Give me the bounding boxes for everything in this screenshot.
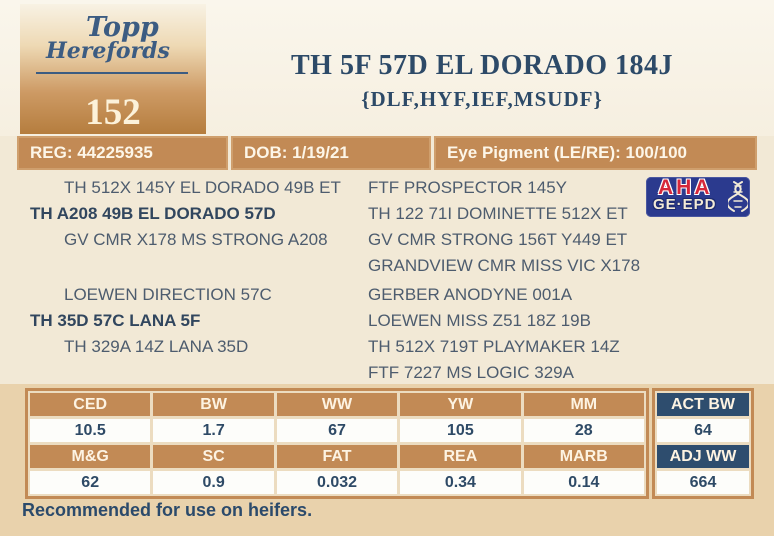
epd-value-fat: 0.032 — [276, 471, 398, 494]
lot-block: Topp Herefords 152 — [20, 4, 206, 134]
epd-header-marb: MARB — [523, 445, 644, 468]
pedigree-section: TH 512X 145Y EL DORADO 49B ET TH A208 49… — [0, 170, 774, 384]
pedigree-dam-sire: LOEWEN DIRECTION 57C — [64, 285, 272, 304]
recommendation-note: Recommended for use on heifers. — [22, 500, 313, 520]
epd-value-sc: 0.9 — [153, 471, 274, 494]
epd-header-yw: YW — [400, 393, 521, 416]
epd-value-yw: 105 — [400, 419, 521, 442]
trait-codes: {DLF,HYF,IEF,MSUDF} — [361, 87, 603, 111]
dna-helix-icon — [728, 181, 748, 212]
pedigree-extended-row: FTF 7227 MS LOGIC 329A — [368, 363, 574, 382]
adj-ww-header: ADJ WW — [657, 445, 749, 468]
pedigree-sire-sire: TH 512X 145Y EL DORADO 49B ET — [64, 178, 341, 197]
epd-value-bw: 1.7 — [153, 419, 274, 442]
info-bar: REG: 44225935 DOB: 1/19/21 Eye Pigment (… — [17, 136, 757, 170]
lot-number: 152 — [85, 92, 141, 133]
adj-ww-value: 664 — [657, 471, 749, 494]
pedigree-extended-row: FTF PROSPECTOR 145Y — [368, 178, 568, 197]
epd-value-ced: 10.5 — [30, 419, 151, 442]
pedigree-extended-row: GRANDVIEW CMR MISS VIC X178 — [368, 256, 641, 275]
pedigree-extended-row: TH 122 71I DOMINETTE 512X ET — [368, 204, 628, 223]
epd-value-mm: 28 — [523, 419, 644, 442]
topp-herefords-logo: Topp Herefords — [20, 12, 206, 76]
eye-pigment-field: Eye Pigment (LE/RE): 100/100 — [434, 136, 757, 170]
reg-field: REG: 44225935 — [17, 136, 228, 170]
epd-table: CED BW WW YW MM 10.5 1.7 67 105 28 M&G S… — [25, 388, 649, 499]
logo-text-herefords: Herefords — [46, 38, 170, 64]
epd-header-bw: BW — [153, 393, 274, 416]
aha-label: AHA — [658, 176, 713, 199]
pedigree-sire: TH A208 49B EL DORADO 57D — [30, 204, 276, 223]
logo-underline — [36, 72, 188, 74]
epd-section: CED BW WW YW MM 10.5 1.7 67 105 28 M&G S… — [0, 384, 774, 536]
pedigree-extended-row: GERBER ANODYNE 001A — [368, 285, 573, 304]
dob-field: DOB: 1/19/21 — [231, 136, 431, 170]
epd-header-ced: CED — [30, 393, 151, 416]
pedigree-dam: TH 35D 57C LANA 5F — [30, 311, 201, 330]
epd-value-ww: 67 — [276, 419, 398, 442]
pedigree-extended-row: TH 512X 719T PLAYMAKER 14Z — [368, 337, 620, 356]
epd-header-sc: SC — [153, 445, 274, 468]
epd-header-mg: M&G — [30, 445, 151, 468]
pedigree-extended-row: LOEWEN MISS Z51 18Z 19B — [368, 311, 591, 330]
epd-header-ww: WW — [276, 393, 398, 416]
actual-weights-box: ACT BW 64 ADJ WW 664 — [652, 388, 754, 499]
pedigree-extended-row: GV CMR STRONG 156T Y449 ET — [368, 230, 628, 249]
act-bw-value: 64 — [657, 419, 749, 442]
epd-header-fat: FAT — [276, 445, 398, 468]
pedigree-dam-dam: TH 329A 14Z LANA 35D — [64, 337, 249, 356]
ge-epd-label: GE·EPD — [653, 196, 717, 213]
header-section: Topp Herefords 152 TH 5F 57D EL DORADO 1… — [0, 0, 774, 136]
act-bw-header: ACT BW — [657, 393, 749, 416]
epd-value-mg: 62 — [30, 471, 151, 494]
epd-value-marb: 0.14 — [523, 471, 644, 494]
epd-header-rea: REA — [400, 445, 521, 468]
title-block: TH 5F 57D EL DORADO 184J {DLF,HYF,IEF,MS… — [206, 0, 758, 136]
pedigree-sire-dam: GV CMR X178 MS STRONG A208 — [64, 230, 328, 249]
logo-text-topp: Topp — [86, 12, 159, 43]
epd-header-mm: MM — [523, 393, 644, 416]
epd-value-rea: 0.34 — [400, 471, 521, 494]
aha-ge-epd-badge: AHA GE·EPD — [646, 176, 750, 217]
animal-name: TH 5F 57D EL DORADO 184J — [291, 50, 673, 81]
